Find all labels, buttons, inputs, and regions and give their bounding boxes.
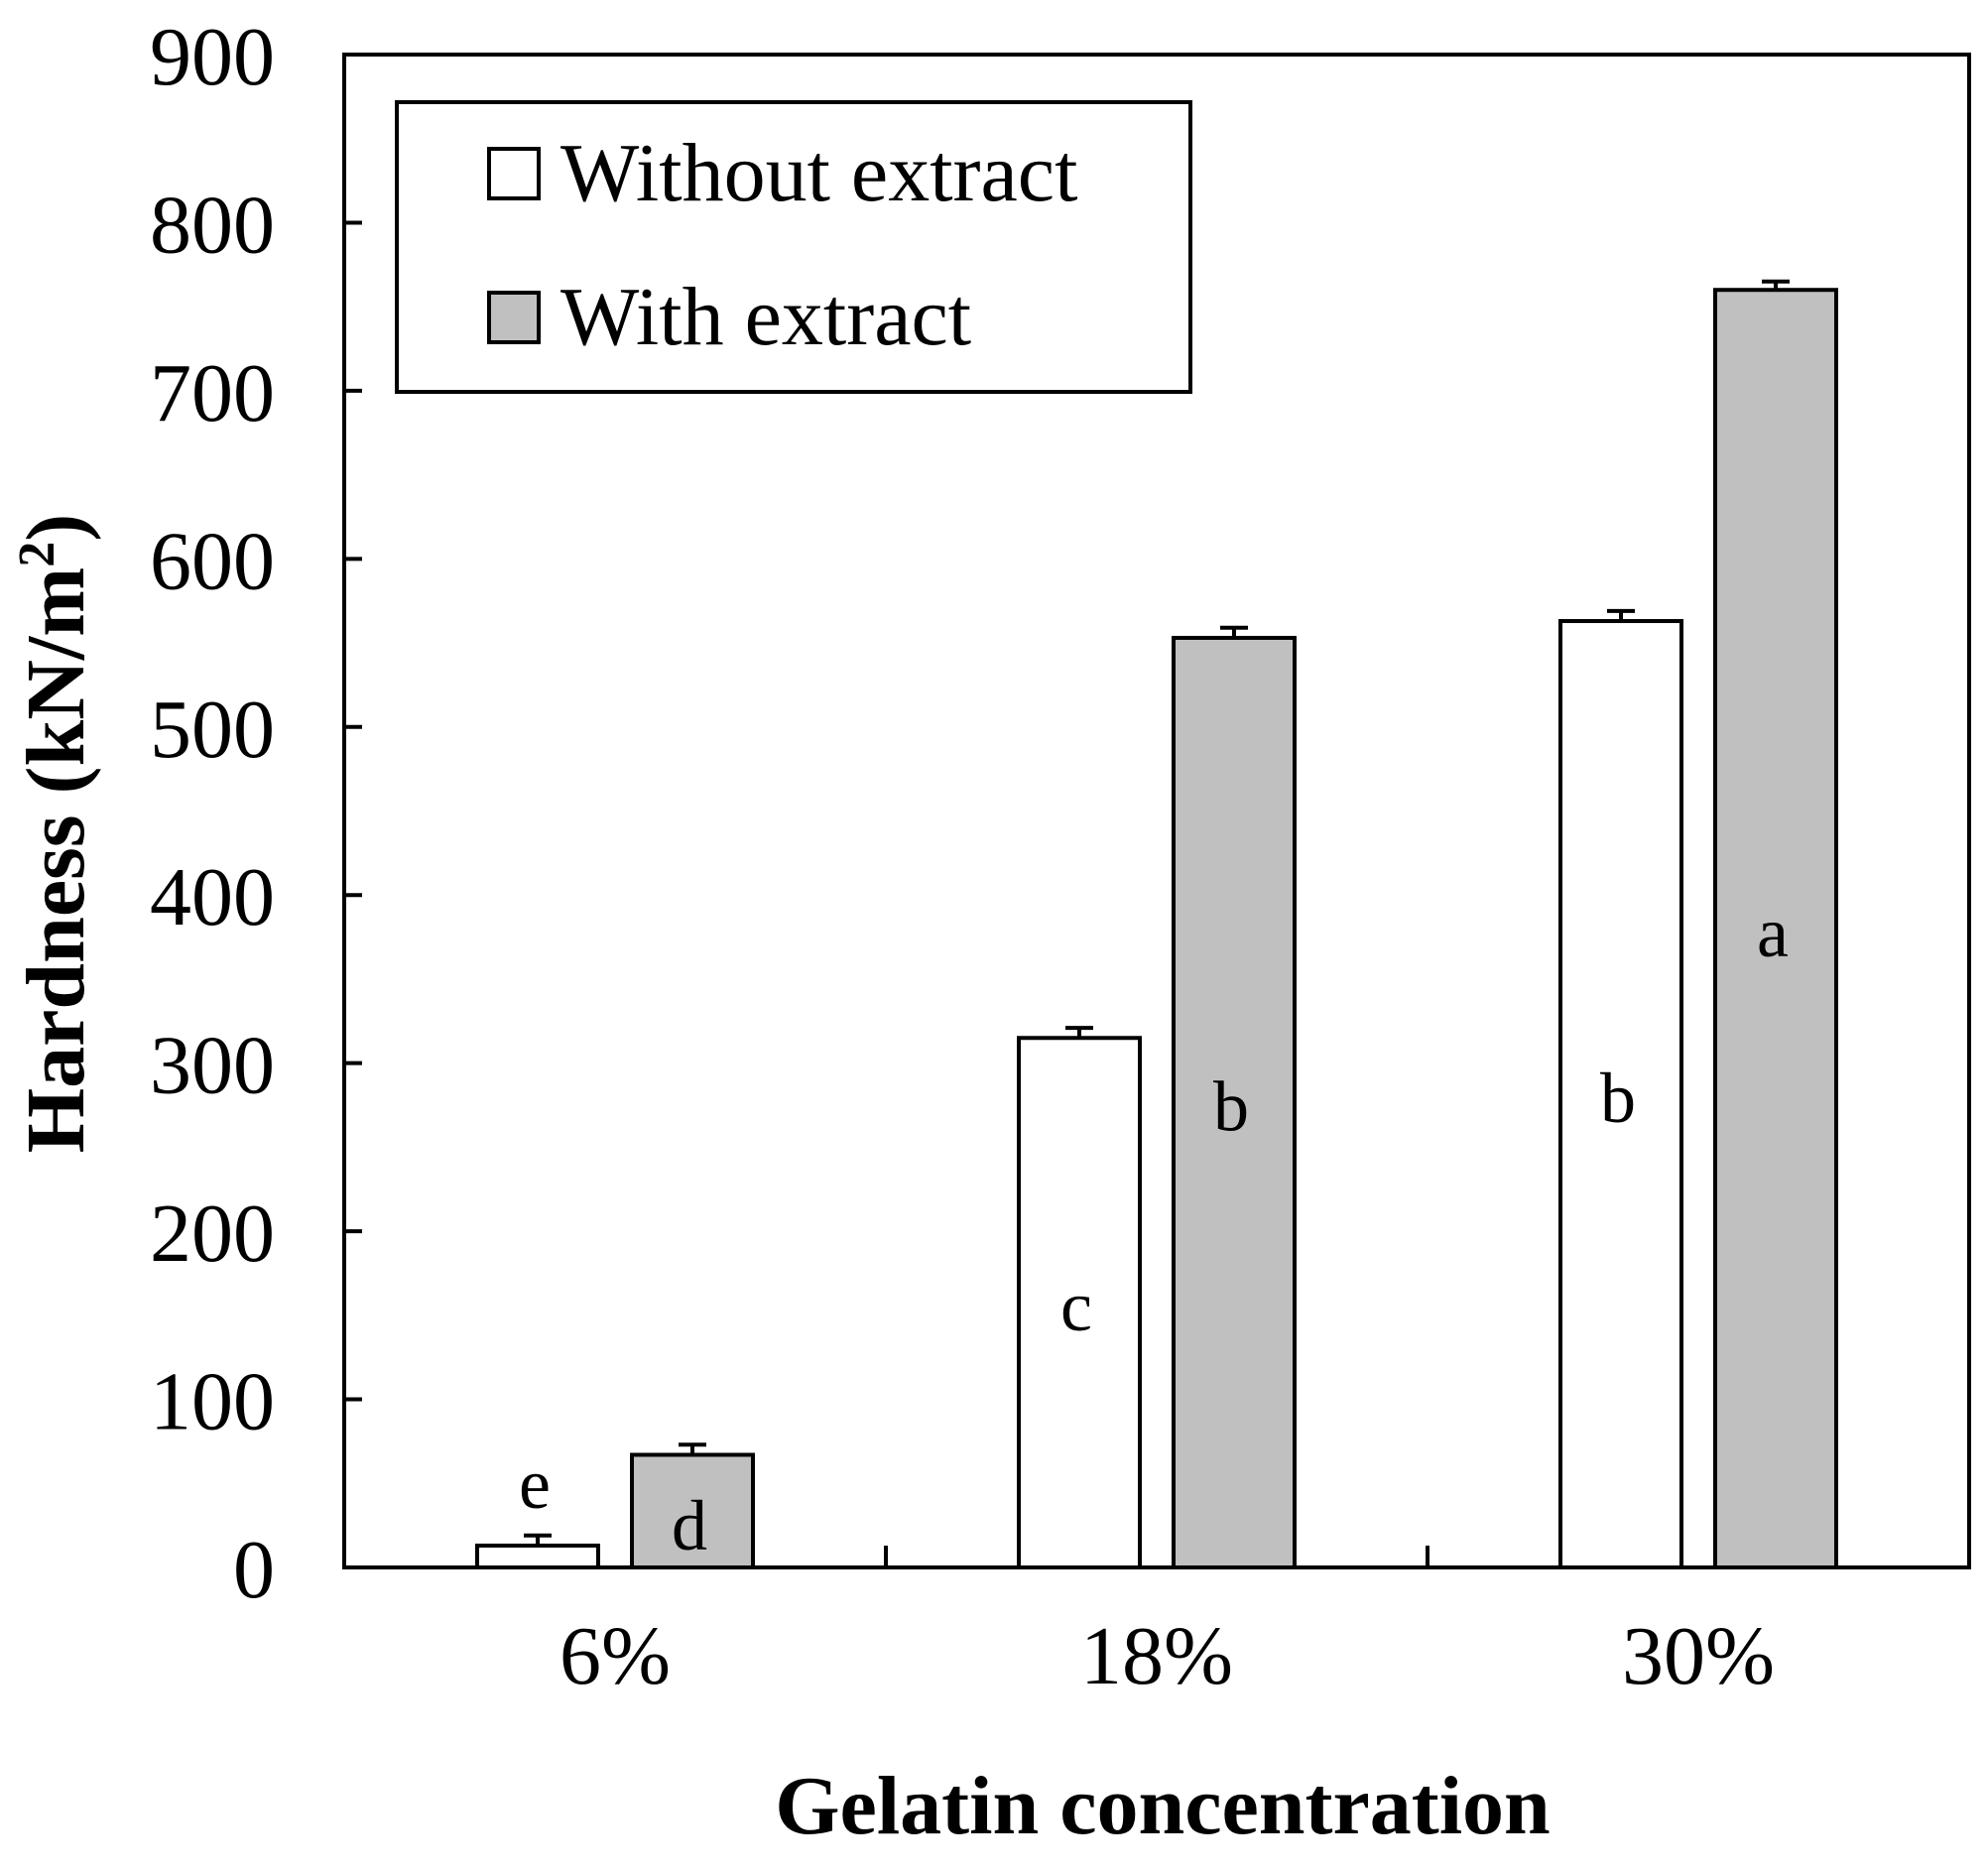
- y-tick-label: 700: [150, 347, 275, 439]
- y-tick-label: 900: [150, 11, 275, 103]
- y-axis-title: Hardness (kN/m2): [9, 514, 102, 1153]
- y-axis: 0 100 200 300 400 500 600 700 800 900: [150, 11, 362, 1616]
- legend-swatch: [487, 147, 541, 200]
- bar: [1558, 619, 1683, 1569]
- significance-letter: b: [1600, 1059, 1636, 1138]
- legend-label: With extract: [560, 271, 971, 363]
- plot-frame: [342, 53, 1971, 1569]
- y-tick-label: 500: [150, 684, 275, 776]
- bar: [1017, 1036, 1142, 1569]
- significance-letter: d: [672, 1486, 707, 1565]
- y-tick-label: 300: [150, 1020, 275, 1112]
- legend-label: Without extract: [560, 127, 1077, 219]
- plot-area: [342, 53, 1971, 1569]
- significance-letter: b: [1213, 1066, 1249, 1146]
- y-axis-title-main: Hardness (kN/m: [10, 567, 102, 1153]
- significance-letter: a: [1757, 893, 1789, 972]
- bars: e d c b b a: [475, 279, 1838, 1570]
- y-tick-label: 800: [150, 179, 275, 271]
- x-tick-label: 18%: [1080, 1610, 1233, 1702]
- bar: [475, 1543, 600, 1569]
- x-tick-label: 6%: [559, 1610, 671, 1702]
- y-tick-label: 100: [150, 1356, 275, 1448]
- x-axis-title: Gelatin concentration: [775, 1760, 1551, 1852]
- y-axis-title-superscript: 2: [9, 542, 65, 567]
- significance-letter: c: [1060, 1267, 1092, 1346]
- legend: Without extract With extract: [395, 100, 1192, 394]
- bar: [630, 1452, 755, 1569]
- y-tick-label: 600: [150, 515, 275, 607]
- y-tick-label: 200: [150, 1187, 275, 1280]
- y-tick-label: 400: [150, 851, 275, 943]
- legend-swatch: [487, 291, 541, 344]
- x-tick-label: 30%: [1622, 1610, 1775, 1702]
- y-tick-label: 0: [233, 1524, 275, 1616]
- bar: [1713, 288, 1838, 1570]
- x-axis: 6% 18% 30%: [559, 1546, 1775, 1702]
- significance-letter: e: [519, 1444, 551, 1524]
- y-axis-title-suffix: ): [10, 514, 102, 542]
